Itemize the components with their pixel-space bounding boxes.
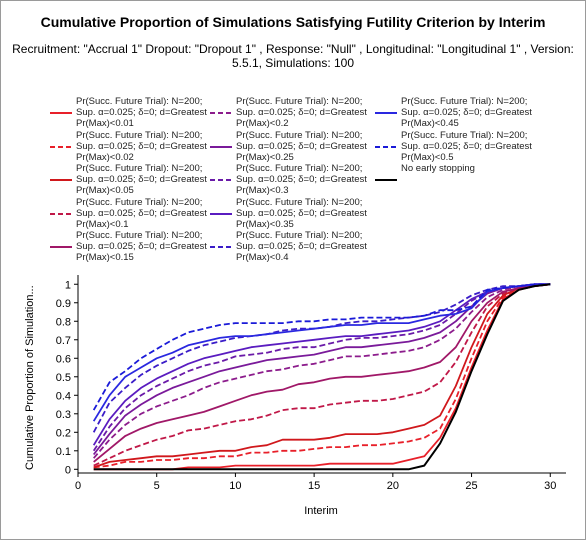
series-line (92, 283, 551, 446)
legend-swatch (210, 112, 232, 114)
legend-swatch (50, 145, 72, 148)
legend-item: Pr(Succ. Future Trial): N=200; Sup. α=0.… (48, 230, 218, 270)
chart-title: Cumulative Proportion of Simulations Sat… (40, 14, 546, 30)
series-line (93, 283, 551, 469)
legend-item: Pr(Succ. Future Trial): N=200; Sup. α=0.… (208, 197, 378, 237)
series-line (93, 283, 551, 471)
x-tick-label: 30 (544, 480, 556, 492)
legend-label: Pr(Succ. Future Trial): N=200; Sup. α=0.… (76, 96, 207, 129)
legend-label: Pr(Succ. Future Trial): N=200; Sup. α=0.… (76, 196, 207, 230)
series-line (93, 283, 551, 463)
legend-swatch (50, 179, 72, 181)
x-tick-label: 15 (308, 480, 320, 492)
legend-label: Pr(Succ. Future Trial): N=200; Sup. α=0.… (236, 196, 367, 230)
legend-swatch (210, 212, 232, 215)
legend-item: No early stopping (373, 163, 543, 203)
legend-item: Pr(Succ. Future Trial): N=200; Sup. α=0.… (208, 130, 378, 170)
legend-swatch (50, 246, 72, 248)
legend-label: Pr(Succ. Future Trial): N=200; Sup. α=0.… (236, 129, 367, 163)
x-tick-label: 20 (387, 480, 399, 492)
legend-swatch (375, 112, 397, 114)
series-line (93, 283, 551, 467)
legend-swatch (210, 145, 232, 148)
plot-area: 00.10.20.30.40.50.60.70.80.910 5 10 15 20 25 3… (56, 275, 566, 492)
legend-label: Pr(Succ. Future Trial): N=200; Sup. α=0.… (236, 230, 367, 263)
series-line (92, 283, 551, 411)
series-line (92, 283, 551, 452)
legend-label: Pr(Succ. Future Trial): N=200; Sup. α=0.… (76, 163, 207, 196)
legend-label: Pr(Succ. Future Trial): N=200; Sup. α=0.… (236, 96, 367, 129)
legend-label: Pr(Succ. Future Trial): N=200; Sup. α=0.… (76, 129, 207, 163)
y-tick-label: 0.7 (56, 335, 71, 347)
legend-label: No early stopping (401, 163, 475, 174)
legend-item: Pr(Succ. Future Trial): N=200; Sup. α=0.… (48, 96, 218, 136)
series-line (93, 283, 551, 459)
y-tick-label: 0 (65, 464, 71, 476)
legend-label: Pr(Succ. Future Trial): N=200; Sup. α=0.… (401, 96, 532, 129)
x-tick-label: 25 (465, 480, 477, 492)
x-tick-label: 5 (154, 480, 160, 492)
x-tick-label: 10 (229, 480, 241, 492)
legend-swatch (375, 179, 397, 181)
legend-swatch (375, 145, 397, 148)
legend-label: Pr(Succ. Future Trial): N=200; Sup. α=0.… (236, 163, 367, 196)
legend-item: Pr(Succ. Future Trial): N=200; Sup. α=0.… (48, 163, 218, 203)
legend-item: Pr(Succ. Future Trial): N=200; Sup. α=0.… (48, 130, 218, 170)
y-tick-label: 0.3 (56, 409, 71, 421)
y-tick-label: 0.6 (56, 353, 71, 365)
legend-item: Pr(Succ. Future Trial): N=200; Sup. α=0.… (373, 130, 543, 170)
legend-item: Pr(Succ. Future Trial): N=200; Sup. α=0.… (48, 197, 218, 237)
series-line (92, 283, 551, 422)
y-tick-label: 1 (65, 279, 71, 291)
y-axis-label: Cumulative Proportion of Simulation... (24, 285, 36, 470)
legend-label: Pr(Succ. Future Trial): N=200; Sup. α=0.… (401, 129, 532, 163)
series-line (93, 283, 551, 469)
legend-item: Pr(Succ. Future Trial): N=200; Sup. α=0.… (373, 96, 543, 136)
chart-subtitle: Recruitment: "Accrual 1" Dropout: "Dropo… (12, 42, 574, 70)
x-axis-label: Interim (304, 505, 338, 517)
y-tick-label: 0.8 (56, 316, 71, 328)
legend-item: Pr(Succ. Future Trial): N=200; Sup. α=0.… (208, 230, 378, 270)
y-tick-label: 0.1 (56, 446, 71, 458)
legend-swatch (50, 112, 72, 114)
legend-swatch (210, 179, 232, 181)
legend-item: Pr(Succ. Future Trial): N=200; Sup. α=0.… (208, 163, 378, 203)
legend-swatch (50, 212, 72, 215)
legend-item: Pr(Succ. Future Trial): N=200; Sup. α=0.… (208, 96, 378, 136)
y-tick-label: 0.4 (56, 390, 71, 402)
legend-label: Pr(Succ. Future Trial): N=200; Sup. α=0.… (76, 230, 207, 263)
x-tick-label: 0 (75, 480, 81, 492)
y-tick-label: 0.9 (56, 298, 71, 310)
legend-swatch (210, 246, 232, 248)
y-tick-label: 0.2 (56, 427, 71, 439)
series-line (92, 283, 551, 433)
y-tick-label: 0.5 (56, 372, 71, 384)
